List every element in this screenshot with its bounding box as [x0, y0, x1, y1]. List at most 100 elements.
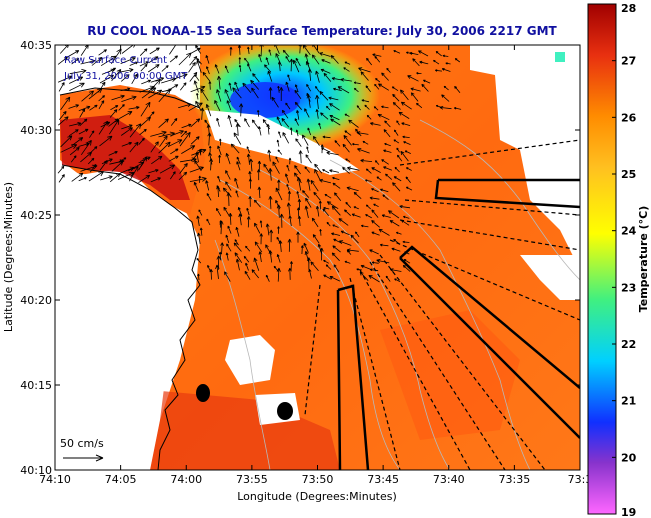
current-vector	[277, 179, 281, 191]
current-vector	[58, 174, 65, 183]
current-vector	[285, 173, 290, 183]
current-vector	[333, 264, 340, 273]
current-vector	[265, 223, 270, 236]
current-vector	[214, 64, 220, 74]
current-vector	[205, 180, 210, 191]
current-vector	[140, 101, 151, 117]
current-vector	[360, 264, 372, 270]
current-vector	[268, 168, 273, 181]
current-vector	[271, 96, 279, 108]
current-vector	[381, 105, 389, 109]
current-vector	[405, 176, 411, 184]
current-vector	[200, 88, 209, 101]
current-vector	[294, 165, 301, 175]
current-vector	[331, 205, 341, 216]
current-vector	[392, 182, 401, 192]
current-vector	[69, 82, 85, 91]
current-vector	[199, 227, 203, 236]
current-vector	[390, 268, 402, 272]
current-vector	[294, 84, 299, 93]
current-vector	[419, 60, 429, 65]
current-vector	[129, 141, 139, 153]
current-vector	[69, 147, 80, 156]
current-vector	[141, 87, 157, 99]
current-vector	[434, 69, 443, 72]
current-vector	[323, 206, 330, 210]
current-vector	[276, 116, 282, 127]
current-vector	[169, 45, 179, 55]
current-vector	[190, 85, 206, 93]
current-vector	[246, 207, 250, 216]
current-vector	[242, 82, 252, 93]
current-vector	[356, 131, 369, 135]
current-vector	[121, 95, 137, 102]
current-vector	[276, 139, 280, 147]
current-vector	[100, 175, 113, 181]
current-vector	[234, 177, 239, 189]
current-vector	[313, 135, 320, 146]
current-vector	[276, 204, 281, 218]
current-vector	[245, 262, 249, 271]
current-vector	[243, 255, 250, 263]
current-vector	[197, 273, 200, 281]
current-vector	[385, 275, 391, 282]
current-vector	[253, 199, 261, 208]
current-vector	[188, 102, 203, 112]
current-vector	[323, 72, 332, 82]
y-tick-label: 40:35	[20, 39, 52, 52]
current-vector	[80, 139, 92, 156]
current-vector	[181, 123, 192, 129]
current-vector	[225, 170, 231, 180]
current-vector	[233, 242, 242, 252]
current-vector	[267, 70, 273, 82]
current-vector	[371, 209, 379, 218]
current-vector	[120, 127, 133, 136]
map-area	[55, 45, 580, 470]
current-vector	[353, 206, 359, 210]
current-vector	[238, 213, 243, 226]
current-vector	[322, 135, 331, 139]
current-vector	[141, 79, 151, 85]
current-vector	[356, 268, 362, 271]
current-vector	[151, 155, 163, 165]
current-vector	[344, 209, 351, 216]
current-vector	[189, 166, 204, 173]
current-vector	[91, 57, 103, 66]
current-vector	[89, 104, 98, 111]
current-vector	[258, 126, 262, 136]
current-vector	[273, 265, 279, 272]
y-tick-label: 40:10	[20, 464, 52, 477]
current-vector	[79, 108, 86, 118]
current-vector	[366, 114, 372, 120]
current-vector	[392, 102, 401, 110]
x-tick-label: 73:55	[236, 473, 268, 486]
current-vector	[190, 136, 200, 145]
current-vector	[215, 264, 220, 279]
current-vector	[88, 88, 103, 100]
current-vector	[232, 87, 242, 99]
current-vector	[118, 157, 127, 163]
current-vector	[180, 130, 187, 138]
current-vector	[247, 46, 250, 54]
current-vector	[170, 148, 179, 155]
current-vector	[343, 135, 352, 146]
current-vector	[198, 175, 202, 183]
current-vector	[69, 68, 87, 75]
current-vector	[381, 72, 389, 81]
cyan-pixel	[555, 52, 565, 62]
current-vector	[344, 260, 351, 264]
current-vector	[361, 99, 370, 103]
current-vector	[296, 191, 300, 199]
current-vector	[275, 187, 283, 201]
current-vector	[441, 68, 451, 72]
scale-label: 50 cm/s	[60, 437, 104, 450]
colorbar-tick-label: 25	[621, 168, 636, 181]
current-vector	[403, 141, 411, 145]
current-vector	[257, 160, 262, 172]
current-vector	[339, 240, 352, 246]
current-vector	[278, 240, 283, 252]
current-vector	[69, 122, 82, 127]
current-vector	[216, 117, 220, 127]
current-vector	[267, 149, 272, 162]
current-vector	[394, 129, 399, 136]
